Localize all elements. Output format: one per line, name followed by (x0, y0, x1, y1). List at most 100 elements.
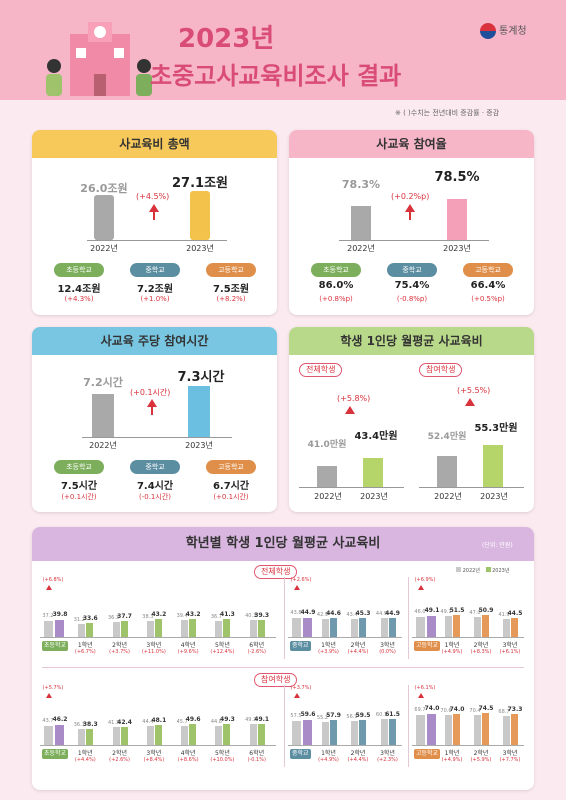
value-grade-2023: 50.9 (478, 607, 494, 614)
value-grade-2022: 47.0 (469, 610, 481, 616)
grade-label: 1학년 (444, 750, 460, 757)
bar-grade-2023 (511, 618, 518, 637)
grade-change: (+6.7%) (74, 649, 96, 655)
arrow-up-icon (345, 406, 355, 414)
card-title: 사교육 참여율 (289, 130, 534, 158)
org-name: 통계청 (499, 26, 527, 37)
value-grade-2022: 60.1 (375, 712, 388, 718)
bar-grade-2023 (257, 724, 265, 745)
bar-grade-2023 (120, 727, 128, 745)
page-title: 초중고사교육비조사 결과 (150, 62, 402, 90)
grade-change: (+11.0%) (141, 649, 166, 655)
arrow-up-icon (46, 693, 52, 698)
bar-grade-2023 (189, 724, 197, 745)
bar-grade-2022 (249, 724, 257, 745)
row-label-participating: 참여학생 (254, 673, 298, 687)
value-grade-2022: 41.9 (498, 612, 510, 618)
arrow-stem (151, 407, 153, 415)
legend-2022: 2022년 (462, 568, 480, 574)
bar-grade-2022 (380, 719, 388, 745)
school-badge: 초등학교 (42, 641, 69, 651)
school-badge-elementary: 초등학교 (54, 263, 104, 277)
grade-change: (+5.9%) (470, 757, 492, 763)
arrow-up-icon (147, 399, 157, 407)
value-total-2022: 46.0 (414, 609, 426, 615)
grade-change: (-0.1%) (247, 757, 266, 763)
year-2023: 2023년 (185, 441, 213, 450)
school-badge: 초등학교 (42, 749, 69, 759)
panel-divider (284, 577, 285, 659)
value-total-2022: 37.2 (42, 613, 54, 619)
bar-all-2022 (317, 466, 337, 487)
bar-grade-2022 (321, 722, 329, 745)
baseline (87, 240, 227, 241)
year-2023: 2023년 (443, 244, 471, 253)
value-2023: 78.5% (434, 170, 480, 185)
bar-grade-2023 (223, 724, 231, 745)
value-grade-2023: 73.3 (507, 706, 523, 713)
value-grade-2022: 44.8 (210, 719, 222, 725)
elementary-value: 12.4조원 (57, 284, 101, 295)
value-2023: 7.3시간 (177, 370, 225, 385)
bar-grade-2023 (154, 725, 162, 745)
panel-divider (284, 685, 285, 767)
arrow-up-icon (294, 585, 300, 590)
value-grade-2022: 31.2 (73, 617, 85, 623)
legend-2023: 2023년 (492, 568, 510, 574)
grade-change: (+4.9%) (441, 757, 463, 763)
panel-baseline (288, 745, 402, 746)
unit-label: (단위: 만원) (482, 542, 513, 549)
grade-label: 3학년 (146, 642, 162, 649)
elementary-change: (+4.3%) (64, 295, 94, 303)
legend-swatch-2023 (485, 567, 491, 572)
grade-change: (+2.3%) (377, 757, 398, 763)
value-grade-2022: 44.4 (142, 719, 154, 725)
year-all-2023: 2023년 (360, 492, 388, 501)
bar-total-2022 (292, 618, 301, 637)
value-part-2023: 55.3만원 (474, 423, 518, 434)
school-badge-high: 고등학교 (206, 460, 256, 474)
grade-label: 2학년 (350, 642, 366, 649)
grade-label: 4학년 (180, 642, 196, 649)
bar-total-2023 (427, 616, 436, 637)
bar-all-2023 (363, 458, 383, 487)
change-label: (+0.2%p) (391, 192, 430, 201)
school-badge-elementary: 초등학교 (54, 460, 104, 474)
value-grade-2022: 49.1 (440, 609, 452, 615)
panel-baseline (412, 745, 524, 746)
grade-label: 5학년 (214, 642, 230, 649)
bar-total-2023 (427, 714, 436, 745)
high-value: 7.5조원 (212, 284, 250, 295)
bar-grade-2022 (503, 716, 510, 745)
school-badge-high: 고등학교 (206, 263, 256, 277)
value-all-2022: 41.0만원 (307, 440, 347, 450)
bar-grade-2023 (86, 623, 94, 637)
value-total-2022: 43.7 (42, 718, 54, 724)
value-2023: 27.1조원 (172, 176, 228, 191)
bar-grade-2023 (482, 615, 489, 637)
card-title: 사교육 주당 참여시간 (32, 327, 277, 355)
panel-divider (408, 577, 409, 659)
elementary-change: (+0.8%p) (319, 295, 353, 303)
value-grade-2022: 42.9 (316, 612, 329, 618)
bar-grade-2022 (78, 624, 86, 637)
bar-grade-2023 (453, 615, 460, 637)
high-value: 66.4% (470, 280, 506, 291)
grade-change: (+3.9%) (318, 649, 339, 655)
grade-label: 1학년 (77, 750, 93, 757)
value-grade-2023: 42.4 (117, 719, 132, 726)
grade-label: 2학년 (473, 750, 489, 757)
value-total-2022: 69.7 (414, 707, 426, 713)
bar-total-2022 (44, 726, 53, 745)
grade-label: 3학년 (380, 750, 395, 757)
value-grade-2022: 36.3 (107, 615, 120, 621)
grade-label: 1학년 (77, 642, 93, 649)
bar-grade-2023 (329, 618, 337, 637)
value-grade-2022: 41.3 (107, 720, 120, 726)
value-total-2022: 57.5 (290, 713, 302, 719)
value-2022: 78.3% (341, 178, 381, 191)
bar-grade-2022 (445, 616, 452, 637)
bar-grade-2022 (474, 715, 481, 745)
grade-change: (+12.4%) (210, 649, 235, 655)
baseline (339, 240, 489, 241)
